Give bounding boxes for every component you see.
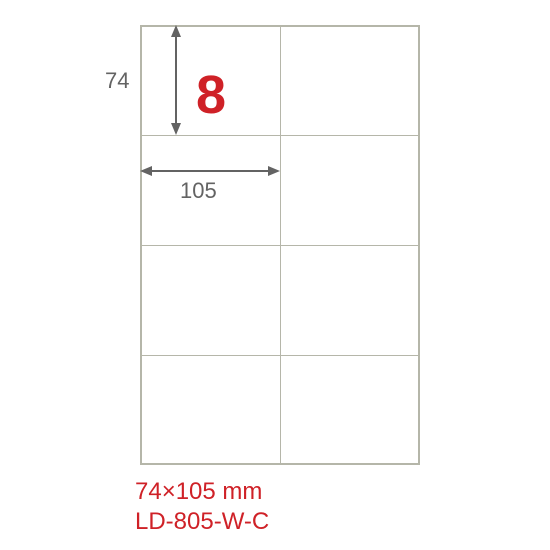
- height-dimension-label: 74: [105, 68, 129, 94]
- width-dimension-label: 105: [180, 178, 217, 204]
- product-code-caption: LD-805-W-C: [135, 508, 269, 536]
- size-caption: 74×105 mm: [135, 478, 262, 506]
- arrowhead-left-icon: [140, 166, 152, 176]
- horizontal-dimension-line: [148, 170, 272, 172]
- grid-horizontal-line: [140, 245, 420, 246]
- labels-per-sheet-count: 8: [196, 64, 226, 126]
- arrowhead-up-icon: [171, 25, 181, 37]
- arrowhead-down-icon: [171, 123, 181, 135]
- arrowhead-right-icon: [268, 166, 280, 176]
- vertical-dimension-line: [175, 33, 177, 127]
- grid-horizontal-line: [140, 355, 420, 356]
- grid-horizontal-line: [140, 135, 420, 136]
